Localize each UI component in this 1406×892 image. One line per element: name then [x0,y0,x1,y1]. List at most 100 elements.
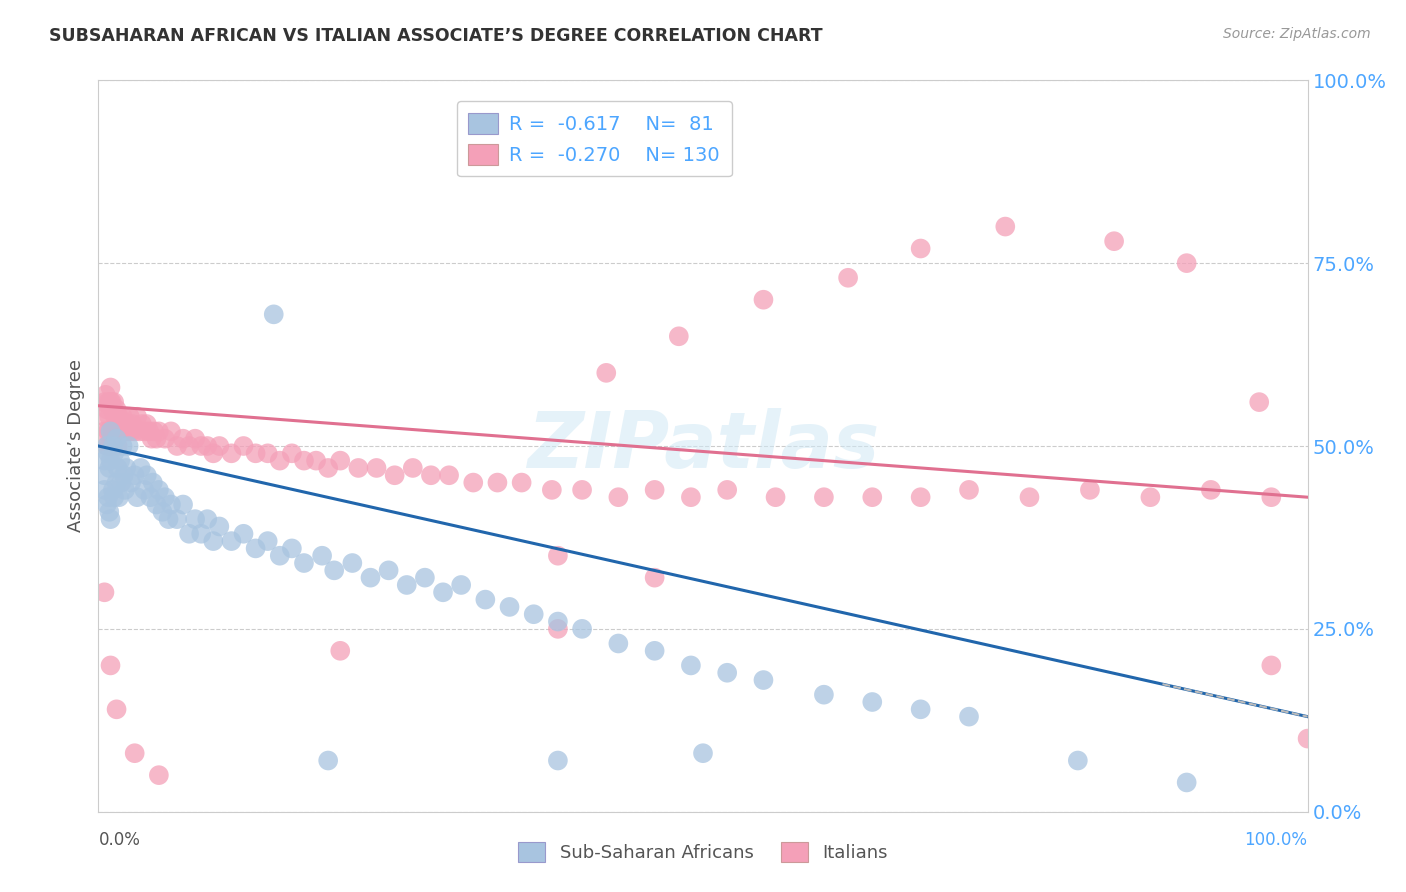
Point [607,636,630,650]
Point [128,425,150,439]
Point [129,461,152,475]
Point [108,453,131,467]
Point [115,461,138,475]
Point [281,446,304,460]
Point [93,453,115,467]
Point [1199,483,1222,497]
Point [93,585,115,599]
Point [329,453,352,467]
Point [124,425,146,439]
Point [98,439,121,453]
Point [120,425,142,439]
Point [103,446,125,460]
Point [256,446,278,460]
Point [94,388,117,402]
Point [93,468,115,483]
Point [232,526,254,541]
Point [184,512,207,526]
Point [765,490,787,504]
Point [1067,754,1090,768]
Point [121,417,143,431]
Point [135,417,157,431]
Point [716,665,738,680]
Point [153,432,176,446]
Point [1175,256,1198,270]
Point [101,402,124,417]
Point [114,417,136,431]
Point [474,592,496,607]
Point [316,461,339,475]
Point [134,425,156,439]
Point [547,622,569,636]
Point [571,622,593,636]
Point [668,329,690,343]
Point [910,702,932,716]
Point [105,475,128,490]
Point [1296,731,1319,746]
Point [118,409,141,424]
Point [93,483,115,497]
Point [127,409,149,424]
Point [221,534,243,549]
Legend: Sub-Saharan Africans, Italians: Sub-Saharan Africans, Italians [510,835,896,870]
Point [957,483,980,497]
Point [837,270,859,285]
Point [420,468,443,483]
Point [523,607,546,622]
Point [644,483,666,497]
Point [540,483,562,497]
Text: ZIPatlas: ZIPatlas [527,408,879,484]
Text: 100.0%: 100.0% [1244,830,1308,848]
Point [117,417,139,431]
Point [131,417,153,431]
Point [316,754,339,768]
Point [221,446,243,460]
Point [143,425,166,439]
Point [195,512,218,526]
Point [101,425,124,439]
Point [93,425,115,439]
Point [100,380,122,394]
Point [360,571,382,585]
Point [101,439,124,453]
Point [347,461,370,475]
Point [98,409,121,424]
Point [1139,490,1161,504]
Point [269,453,291,467]
Point [813,688,835,702]
Point [716,483,738,497]
Point [190,439,212,453]
Point [97,446,120,460]
Point [1078,483,1101,497]
Point [547,615,569,629]
Point [148,768,170,782]
Point [93,409,115,424]
Point [153,490,176,504]
Point [269,549,291,563]
Point [124,746,146,760]
Point [103,490,125,504]
Legend: R =  -0.617    N=  81, R =  -0.270    N= 130: R = -0.617 N= 81, R = -0.270 N= 130 [457,101,731,177]
Point [160,425,183,439]
Point [179,439,201,453]
Point [110,475,132,490]
Point [184,432,207,446]
Point [232,439,254,453]
Point [142,475,165,490]
Point [498,599,520,614]
Point [202,446,225,460]
Point [107,409,129,424]
Point [139,490,162,504]
Point [450,578,472,592]
Point [1249,395,1271,409]
Point [384,468,406,483]
Point [103,425,125,439]
Point [135,468,157,483]
Point [105,402,128,417]
Point [547,549,569,563]
Point [115,425,138,439]
Point [402,461,425,475]
Point [813,490,835,504]
Point [98,505,121,519]
Point [994,219,1017,234]
